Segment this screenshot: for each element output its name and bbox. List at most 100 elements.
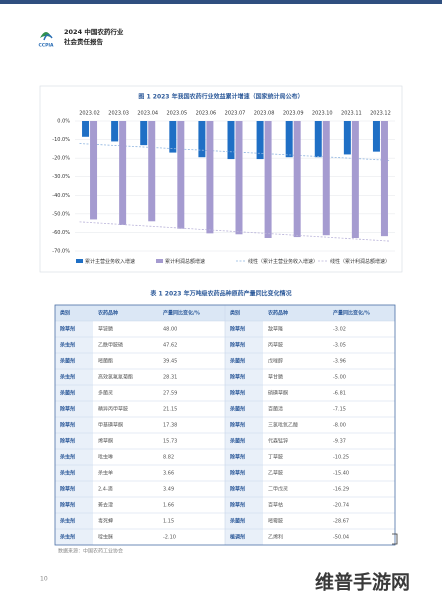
category-cell: 杀虫剂 bbox=[60, 534, 75, 541]
bar bbox=[177, 121, 185, 229]
category-cell-bg bbox=[225, 401, 263, 417]
bar bbox=[314, 121, 322, 158]
table-cell: 1.66 bbox=[163, 503, 174, 509]
category-cell: 植调剂 bbox=[229, 534, 245, 541]
table-cell: 多菌灵 bbox=[98, 390, 113, 397]
chart-title: 图 1 2023 年我国农药行业效益累计增速（国家统计局公布） bbox=[138, 93, 303, 101]
bar bbox=[90, 121, 98, 220]
trend-line bbox=[79, 143, 391, 161]
table-cell: 百菌清 bbox=[268, 406, 283, 413]
table-cell: -5.00 bbox=[333, 375, 346, 381]
category-cell: 除草剂 bbox=[230, 502, 245, 509]
category-cell: 杀虫剂 bbox=[60, 342, 75, 349]
table-cell: 甲基磺草酮 bbox=[98, 422, 123, 429]
page-number: 10 bbox=[40, 576, 48, 583]
bar bbox=[227, 121, 235, 160]
y-tick-label: -10.0% bbox=[52, 137, 70, 143]
table-header-cell: 类别 bbox=[60, 310, 70, 317]
table-cell: -7.15 bbox=[333, 407, 346, 413]
table-cell: 二甲戊灵 bbox=[268, 486, 288, 493]
table-cell: 1.15 bbox=[163, 519, 174, 525]
category-cell-bg bbox=[225, 481, 263, 497]
category-cell-bg bbox=[225, 513, 263, 529]
bar bbox=[285, 121, 293, 158]
category-cell-bg bbox=[225, 465, 263, 481]
trend-line bbox=[79, 221, 391, 242]
category-cell-bg bbox=[55, 337, 93, 353]
category-cell: 杀菌剂 bbox=[230, 406, 245, 413]
category-cell-bg bbox=[55, 417, 93, 433]
x-tick-label: 2023.03 bbox=[108, 111, 129, 117]
table-cell: 15.73 bbox=[163, 439, 177, 445]
table-cell: 8.82 bbox=[163, 455, 174, 461]
table-cell: 戊唑醇 bbox=[268, 358, 283, 365]
category-cell: 杀菌剂 bbox=[230, 438, 245, 445]
category-cell-bg bbox=[55, 465, 93, 481]
x-tick-label: 2023.02 bbox=[79, 111, 100, 117]
table-cell: -50.04 bbox=[333, 535, 349, 541]
category-cell-bg bbox=[55, 449, 93, 465]
table-cell: 丙草胺 bbox=[268, 342, 283, 349]
category-cell-bg bbox=[225, 497, 263, 513]
table-cell: 乙酰甲胺磷 bbox=[98, 342, 123, 349]
table-cell: 精异丙甲草胺 bbox=[98, 406, 128, 413]
watermark: 维普手游网 bbox=[315, 571, 410, 594]
table-cell: 乙烯利 bbox=[268, 534, 283, 541]
category-cell: 除草剂 bbox=[230, 454, 245, 461]
table-cell: -9.37 bbox=[333, 439, 346, 445]
table-cell: -10.25 bbox=[333, 455, 349, 461]
category-cell-bg bbox=[55, 369, 93, 385]
category-cell: 除草剂 bbox=[60, 438, 75, 445]
category-cell: 除草剂 bbox=[230, 342, 245, 349]
table-border bbox=[54, 304, 396, 546]
chart-frame bbox=[39, 85, 403, 273]
table-cell: -16.29 bbox=[333, 487, 349, 493]
category-cell-bg bbox=[225, 385, 263, 401]
legend-swatch bbox=[156, 259, 163, 263]
table-cell: 3.49 bbox=[163, 487, 174, 493]
bar bbox=[256, 121, 264, 160]
x-tick-label: 2023.05 bbox=[166, 111, 187, 117]
x-tick-label: 2023.10 bbox=[312, 111, 333, 117]
bar bbox=[119, 121, 127, 225]
category-cell-bg bbox=[55, 481, 93, 497]
bar bbox=[372, 121, 380, 152]
legend-label: 线性（累计主营业务收入增速） bbox=[248, 258, 318, 265]
category-cell-bg bbox=[225, 449, 263, 465]
bar bbox=[380, 121, 388, 237]
table-cell: 草甘膦 bbox=[268, 374, 283, 381]
table-cell: 17.38 bbox=[163, 423, 177, 429]
table-header-cell: 类别 bbox=[230, 310, 240, 317]
table-cell: -2.10 bbox=[163, 535, 176, 541]
category-cell: 杀虫剂 bbox=[60, 374, 75, 381]
category-cell-bg bbox=[225, 337, 263, 353]
table-cell: 三氯吡氧乙酸 bbox=[268, 422, 298, 429]
category-cell: 杀菌剂 bbox=[230, 358, 245, 365]
y-tick-label: -40.0% bbox=[52, 193, 70, 199]
logo-text: CCPIA bbox=[38, 43, 54, 49]
category-cell-bg bbox=[55, 497, 93, 513]
table-cell: 21.15 bbox=[163, 407, 177, 413]
x-tick-label: 2023.09 bbox=[283, 111, 304, 117]
category-cell: 除草剂 bbox=[60, 422, 75, 429]
table-cell: 48.00 bbox=[163, 327, 177, 333]
y-tick-label: -20.0% bbox=[52, 156, 70, 162]
x-tick-label: 2023.11 bbox=[341, 111, 362, 117]
bar bbox=[322, 121, 330, 236]
table-source: 数据来源：中国农药工业协会 bbox=[58, 548, 123, 555]
x-tick-label: 2023.07 bbox=[225, 111, 246, 117]
table-cell: -15.40 bbox=[333, 471, 349, 477]
category-cell: 杀虫剂 bbox=[60, 518, 75, 525]
x-tick-label: 2023.04 bbox=[137, 111, 158, 117]
category-cell: 除草剂 bbox=[230, 326, 245, 333]
table-cell: -6.81 bbox=[333, 391, 346, 397]
bar bbox=[169, 121, 177, 153]
category-cell: 杀虫剂 bbox=[60, 454, 75, 461]
category-cell-bg bbox=[55, 353, 93, 369]
table-cell: 47.62 bbox=[163, 343, 177, 349]
category-cell: 除草剂 bbox=[60, 406, 75, 413]
bar bbox=[82, 121, 90, 137]
category-cell-bg bbox=[55, 401, 93, 417]
category-cell-bg bbox=[225, 433, 263, 449]
